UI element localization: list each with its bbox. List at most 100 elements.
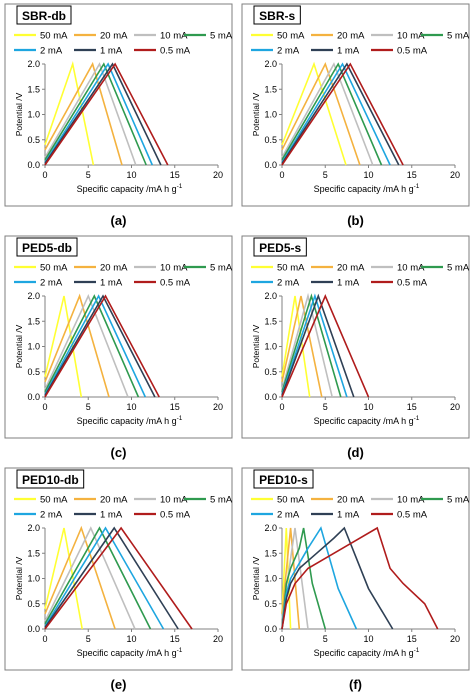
series-line-2mA — [281, 526, 358, 630]
x-tick-label: 0 — [42, 402, 47, 412]
chart-title-box: SBR-db — [16, 5, 72, 25]
legend-label: 1 mA — [337, 510, 360, 521]
legend-item: 1 mA — [311, 278, 360, 289]
y-tick-label: 2.0 — [264, 59, 277, 69]
legend-label: 0.5 mA — [160, 46, 191, 57]
series-line-0p5mA — [281, 293, 370, 398]
legend-item: 0.5 mA — [371, 278, 428, 289]
y-tick-label: 1.0 — [264, 110, 277, 120]
series-line-10mA — [281, 62, 374, 166]
legend-label: 2 mA — [277, 46, 300, 57]
x-tick-label: 15 — [407, 634, 417, 644]
panel-caption: (c) — [111, 445, 127, 460]
chart-svg: SBR-s 50 mA 20 mA 10 mA 5 mA 2 mA 1 mA 0.5 mA 0.… — [241, 3, 470, 228]
chart-frame — [241, 235, 470, 439]
chart-title: PED5-db — [22, 241, 72, 255]
series-line-20mA — [281, 61, 361, 166]
x-axis-label-superscript: -1 — [414, 415, 420, 422]
panel-caption: (e) — [111, 677, 127, 692]
series-line-1mA — [281, 293, 355, 398]
series-line-0p5mA — [44, 526, 193, 630]
x-tick-label: 10 — [363, 402, 373, 412]
legend-label: 2 mA — [40, 278, 63, 289]
legend-item: 2 mA — [14, 510, 63, 521]
chart-frame — [4, 3, 233, 207]
x-tick-label: 5 — [86, 170, 91, 180]
chart-title: PED10-db — [22, 473, 79, 487]
legend-item: 20 mA — [74, 495, 128, 506]
chart-title-box: PED10-s — [253, 469, 314, 489]
legend-item: 10 mA — [371, 263, 425, 274]
legend-item: 20 mA — [311, 495, 365, 506]
chart-title: PED10-s — [259, 473, 308, 487]
y-tick-label: 0.0 — [264, 160, 277, 170]
chart-frame — [4, 235, 233, 439]
x-tick-label: 0 — [42, 170, 47, 180]
y-axis-label: Potential /V — [251, 324, 261, 368]
legend-item: 50 mA — [14, 263, 68, 274]
legend-label: 0.5 mA — [397, 46, 428, 57]
y-axis-label: Potential /V — [14, 324, 24, 368]
chart-title-box: SBR-s — [253, 5, 301, 25]
x-axis-label: Specific capacity /mA h g-1 — [77, 183, 183, 194]
x-tick-label: 15 — [407, 170, 417, 180]
legend-label: 5 mA — [210, 263, 233, 274]
x-tick-label: 0 — [42, 634, 47, 644]
chart-title-border — [16, 237, 78, 257]
series-line-2mA — [281, 62, 391, 166]
series-line-2mA — [281, 293, 348, 398]
y-tick-label: 2.0 — [27, 291, 40, 301]
legend-item: 5 mA — [421, 263, 470, 274]
legend-item: 0.5 mA — [371, 510, 428, 521]
y-tick-label: 1.5 — [27, 548, 40, 558]
legend-item: 1 mA — [74, 46, 123, 57]
y-tick-label: 1.0 — [264, 342, 277, 352]
chart-title-box: PED5-db — [16, 237, 78, 257]
series-line-10mA — [281, 292, 333, 398]
legend-label: 10 mA — [160, 31, 188, 42]
chart-svg: PED5-s 50 mA 20 mA 10 mA 5 mA 2 mA 1 mA 0.5 mA 0… — [241, 235, 470, 460]
legend-label: 50 mA — [277, 263, 305, 274]
y-tick-label: 0.0 — [264, 624, 277, 634]
y-tick-label: 0.0 — [27, 160, 40, 170]
series-line-5mA — [44, 294, 140, 398]
chart-title-border — [253, 237, 307, 257]
series-line-1mA — [281, 62, 400, 166]
legend-item: 5 mA — [421, 495, 470, 506]
chart-panel-a: SBR-db 50 mA 20 mA 10 mA 5 mA 2 mA 1 mA 0.5 mA 0… — [0, 0, 237, 232]
series-line-50mA — [281, 295, 311, 398]
chart-panel-f: PED10-s 50 mA 20 mA 10 mA 5 mA 2 mA 1 mA 0.5 mA… — [237, 464, 474, 696]
x-axis-label-superscript: -1 — [177, 647, 183, 654]
series-line-20mA — [44, 525, 116, 630]
y-tick-label: 0.0 — [27, 392, 40, 402]
legend-label: 20 mA — [100, 263, 128, 274]
x-tick-label: 20 — [450, 634, 460, 644]
legend-label: 1 mA — [100, 46, 123, 57]
legend-label: 0.5 mA — [160, 510, 191, 521]
legend-label: 2 mA — [277, 510, 300, 521]
chart-frame — [241, 467, 470, 671]
y-tick-label: 1.5 — [27, 316, 40, 326]
y-tick-label: 0.0 — [264, 392, 277, 402]
legend-label: 50 mA — [40, 263, 68, 274]
chart-frame — [4, 467, 233, 671]
chart-title: SBR-db — [22, 9, 66, 23]
legend-item: 2 mA — [14, 46, 63, 57]
legend-label: 20 mA — [100, 31, 128, 42]
x-tick-label: 15 — [407, 402, 417, 412]
series-line-10mA — [44, 62, 137, 166]
legend-item: 2 mA — [251, 46, 300, 57]
legend-item: 5 mA — [184, 495, 233, 506]
series-line-2mA — [44, 526, 165, 630]
x-axis-label: Specific capacity /mA h g-1 — [314, 183, 420, 194]
x-tick-label: 20 — [450, 402, 460, 412]
legend-label: 10 mA — [397, 31, 425, 42]
chart-panel-c: PED5-db 50 mA 20 mA 10 mA 5 mA 2 mA 1 mA 0.5 mA… — [0, 232, 237, 464]
chart-title-border — [253, 5, 301, 25]
x-tick-label: 0 — [279, 634, 284, 644]
legend-item: 10 mA — [134, 31, 188, 42]
y-tick-label: 0.5 — [264, 599, 277, 609]
series-line-10mA — [44, 293, 129, 398]
series-line-20mA — [44, 61, 123, 166]
x-axis-label-text: Specific capacity /mA h g — [77, 184, 177, 194]
